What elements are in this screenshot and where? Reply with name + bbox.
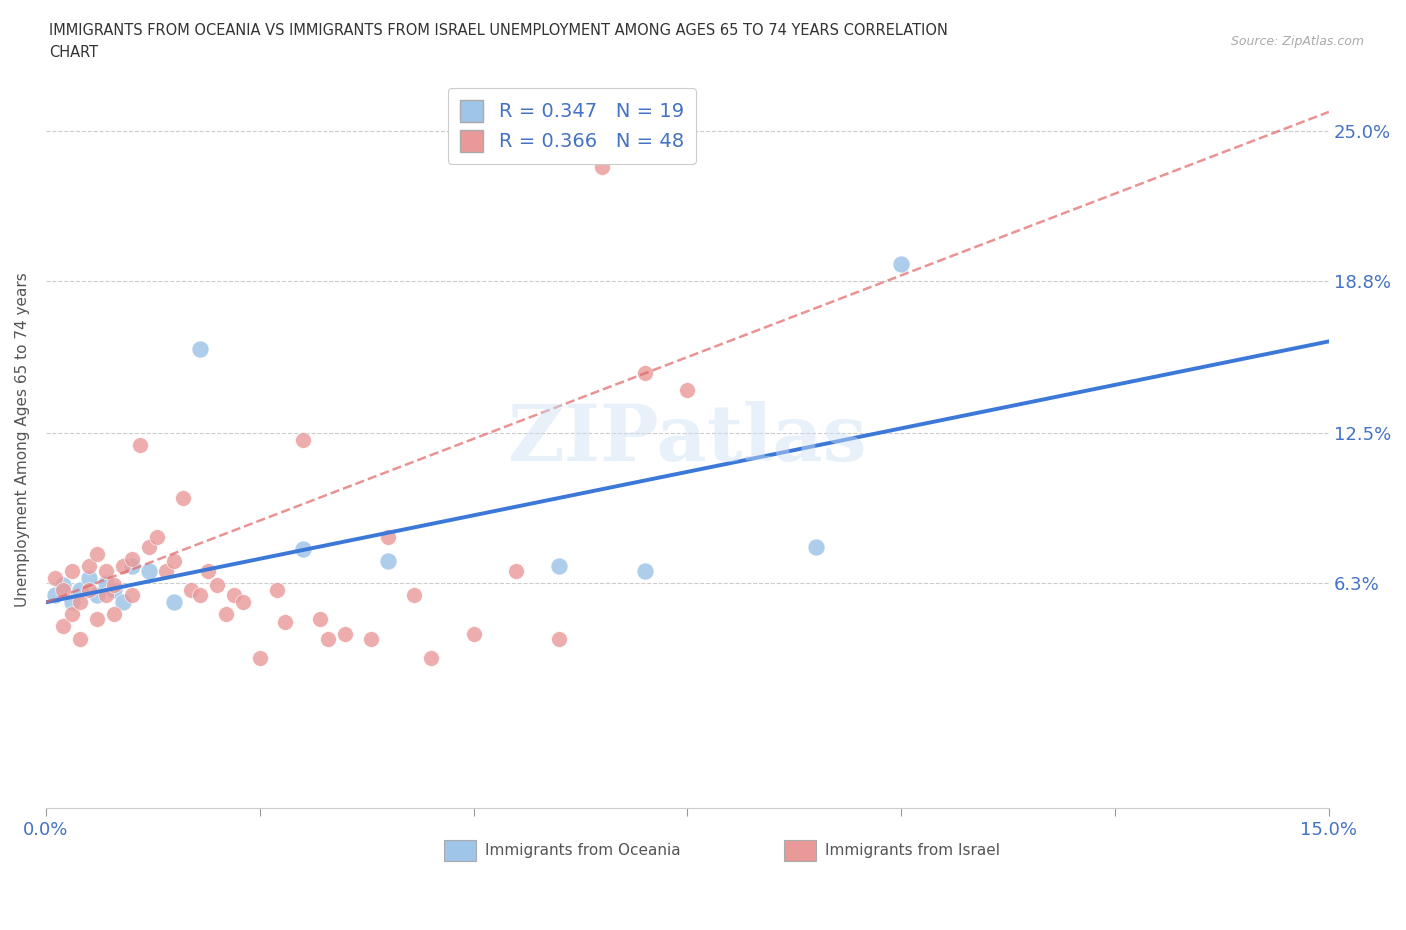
Point <box>121 559 143 574</box>
Point <box>548 631 571 646</box>
Point <box>377 553 399 568</box>
Point <box>232 595 254 610</box>
Text: IMMIGRANTS FROM OCEANIA VS IMMIGRANTS FROM ISRAEL UNEMPLOYMENT AMONG AGES 65 TO : IMMIGRANTS FROM OCEANIA VS IMMIGRANTS FR… <box>49 23 948 38</box>
Point <box>188 588 211 603</box>
Point <box>163 553 186 568</box>
Point <box>188 341 211 356</box>
Text: ZIPatlas: ZIPatlas <box>508 401 868 477</box>
Point <box>94 576 117 591</box>
Point <box>69 583 91 598</box>
Point <box>335 626 357 641</box>
Point <box>634 564 657 578</box>
Point <box>138 539 160 554</box>
Point <box>308 612 330 627</box>
Point <box>52 583 75 598</box>
Point <box>94 564 117 578</box>
Point <box>224 588 246 603</box>
FancyBboxPatch shape <box>444 840 475 860</box>
Point <box>103 607 125 622</box>
Point <box>77 571 100 586</box>
Point <box>69 631 91 646</box>
Point <box>44 588 66 603</box>
Point <box>129 438 152 453</box>
Point <box>60 564 83 578</box>
Point <box>548 559 571 574</box>
Point <box>44 571 66 586</box>
Point <box>86 547 108 562</box>
Text: Immigrants from Israel: Immigrants from Israel <box>825 843 1000 857</box>
Point <box>121 551 143 566</box>
Point <box>121 588 143 603</box>
Point <box>172 491 194 506</box>
Point <box>180 583 202 598</box>
Point <box>463 626 485 641</box>
Point <box>77 559 100 574</box>
Point <box>634 365 657 380</box>
Point <box>163 595 186 610</box>
Point <box>291 541 314 556</box>
Point <box>52 578 75 592</box>
Point <box>205 578 228 592</box>
Point <box>111 559 134 574</box>
Point <box>890 257 912 272</box>
Point <box>505 564 527 578</box>
Point <box>146 529 169 544</box>
Point <box>214 607 236 622</box>
Point <box>249 650 271 665</box>
Y-axis label: Unemployment Among Ages 65 to 74 years: Unemployment Among Ages 65 to 74 years <box>15 272 30 606</box>
Point <box>77 583 100 598</box>
Point <box>197 564 219 578</box>
Point <box>103 583 125 598</box>
Point <box>111 595 134 610</box>
Legend: R = 0.347   N = 19, R = 0.366   N = 48: R = 0.347 N = 19, R = 0.366 N = 48 <box>449 88 696 164</box>
Point <box>316 631 339 646</box>
Point <box>591 160 613 175</box>
Text: Source: ZipAtlas.com: Source: ZipAtlas.com <box>1230 35 1364 48</box>
Point <box>103 578 125 592</box>
Point <box>60 607 83 622</box>
Point <box>402 588 425 603</box>
Point <box>360 631 382 646</box>
FancyBboxPatch shape <box>783 840 815 860</box>
Point <box>69 595 91 610</box>
Point <box>52 619 75 634</box>
Point <box>86 612 108 627</box>
Text: CHART: CHART <box>49 45 98 60</box>
Point <box>804 539 827 554</box>
Point <box>419 650 441 665</box>
Text: Immigrants from Oceania: Immigrants from Oceania <box>485 843 681 857</box>
Point <box>155 564 177 578</box>
Point <box>676 382 699 397</box>
Point <box>274 614 297 629</box>
Point <box>266 583 288 598</box>
Point <box>138 564 160 578</box>
Point <box>60 595 83 610</box>
Point <box>291 433 314 448</box>
Point <box>377 529 399 544</box>
Point <box>94 588 117 603</box>
Point <box>86 588 108 603</box>
